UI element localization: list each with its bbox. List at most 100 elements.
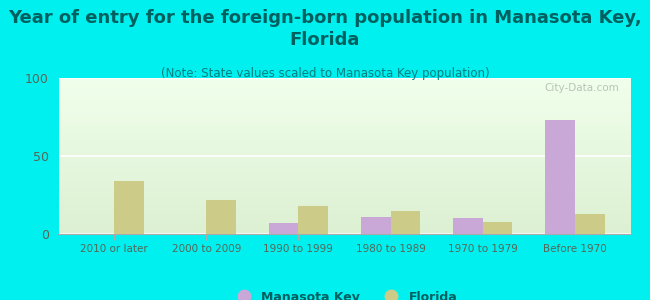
Bar (453, 218, 483, 234)
Bar (58, 81, 630, 83)
Bar (58, 201, 630, 203)
Bar (58, 133, 630, 134)
Bar (58, 176, 630, 178)
Bar (58, 131, 630, 133)
Bar (58, 125, 630, 126)
Bar (58, 111, 630, 112)
Bar (58, 130, 630, 131)
Bar (58, 221, 630, 223)
Bar (58, 159, 630, 161)
Bar (58, 139, 630, 140)
Bar (58, 150, 630, 151)
Bar (58, 142, 630, 143)
Bar (298, 206, 328, 234)
Bar (58, 162, 630, 164)
Bar (58, 87, 630, 89)
Bar (58, 204, 630, 206)
Bar (58, 165, 630, 167)
Bar (58, 153, 630, 154)
Bar (58, 186, 630, 187)
Bar (58, 108, 630, 109)
Bar (58, 184, 630, 186)
Bar (58, 179, 630, 181)
Bar (58, 209, 630, 211)
Bar (58, 147, 630, 148)
Bar (58, 84, 630, 86)
Bar (58, 189, 630, 190)
Bar (58, 169, 630, 170)
Bar (58, 187, 630, 189)
Bar (58, 200, 630, 201)
Text: (Note: State values scaled to Manasota Key population): (Note: State values scaled to Manasota K… (161, 68, 489, 80)
Bar (58, 190, 630, 192)
Bar (58, 98, 630, 100)
Bar (545, 120, 575, 234)
Bar (58, 175, 630, 176)
Bar (58, 126, 630, 128)
Bar (58, 80, 630, 81)
Bar (58, 103, 630, 104)
Bar (58, 231, 630, 232)
Bar (58, 228, 630, 229)
Bar (58, 167, 630, 169)
Bar (58, 136, 630, 137)
Bar (58, 164, 630, 165)
Bar (58, 114, 630, 116)
Bar (58, 112, 630, 114)
Bar (58, 208, 630, 209)
Bar (58, 156, 630, 158)
Bar (58, 95, 630, 97)
Bar (361, 217, 391, 234)
Bar (58, 232, 630, 234)
Bar (58, 100, 630, 101)
Bar (58, 211, 630, 212)
Bar (58, 104, 630, 106)
Bar (58, 86, 630, 87)
Bar (58, 94, 630, 95)
Bar (58, 195, 630, 196)
Bar (58, 145, 630, 147)
Bar (58, 229, 630, 231)
Bar (58, 143, 630, 145)
Bar (58, 215, 630, 217)
Bar (58, 218, 630, 220)
Bar (58, 217, 630, 218)
Bar (58, 123, 630, 125)
Bar (58, 182, 630, 184)
Bar (58, 214, 630, 215)
Bar (58, 92, 630, 94)
Bar (58, 148, 630, 150)
Bar (58, 203, 630, 204)
Bar (206, 200, 236, 234)
Bar (58, 122, 630, 123)
Bar (58, 220, 630, 221)
Bar (58, 106, 630, 108)
Bar (58, 158, 630, 159)
Bar (58, 78, 630, 80)
Bar (58, 116, 630, 117)
Bar (58, 91, 630, 92)
Bar (58, 194, 630, 195)
Bar (58, 118, 630, 120)
Bar (391, 211, 420, 234)
Bar (58, 178, 630, 179)
Bar (575, 214, 604, 234)
Bar (58, 134, 630, 136)
Text: Year of entry for the foreign-born population in Manasota Key,
Florida: Year of entry for the foreign-born popul… (8, 9, 642, 49)
Bar (58, 83, 630, 84)
Bar (483, 221, 512, 234)
Bar (58, 154, 630, 156)
Text: City-Data.com: City-Data.com (544, 83, 619, 93)
Bar (114, 181, 144, 234)
Bar (58, 137, 630, 139)
Bar (58, 172, 630, 173)
Bar (58, 117, 630, 118)
Bar (58, 226, 630, 228)
Bar (58, 128, 630, 130)
Bar (269, 223, 298, 234)
Bar (58, 225, 630, 226)
Bar (58, 206, 630, 208)
Bar (58, 192, 630, 194)
Bar (58, 151, 630, 153)
Legend: Manasota Key, Florida: Manasota Key, Florida (226, 286, 463, 300)
